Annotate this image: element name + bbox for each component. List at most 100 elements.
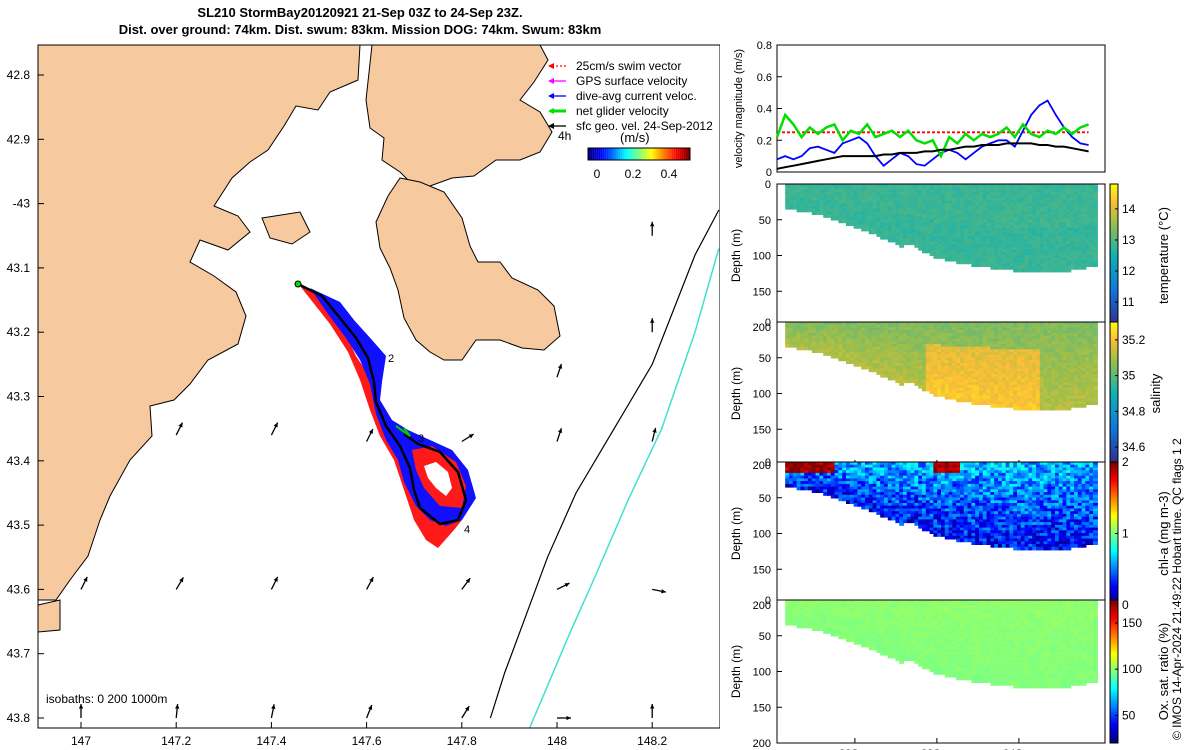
depth-tick-label: 200 [753, 460, 771, 472]
colorbar-tick-label: 13 [1122, 233, 1136, 247]
sfc-velocity-arrow [461, 705, 470, 719]
svg-text:dive-avg current veloc.: dive-avg current veloc. [576, 89, 697, 103]
depth-tick-label: 50 [759, 493, 771, 505]
map-x-tick-label: 147.4 [256, 734, 286, 748]
map-x-tick-label: 147.2 [161, 734, 191, 748]
svg-text:sfc geo. vel. 24-Sep-2012: sfc geo. vel. 24-Sep-2012 [576, 119, 713, 133]
colorbar-tick-label: 0 [1122, 598, 1129, 612]
colorbar-tick-label: 34.8 [1122, 404, 1146, 418]
colorbar-tick-label: 50 [1122, 708, 1136, 722]
sfc-velocity-arrow [366, 428, 374, 442]
colorbar-tick-label: 14 [1122, 202, 1136, 216]
depth-tick-label: 50 [759, 215, 771, 227]
map-y-tick-label: 43.4 [7, 454, 31, 468]
sfc-velocity-arrow [461, 577, 471, 590]
map-y-tick-label: 43.6 [7, 582, 31, 596]
sfc-velocity-arrow [80, 576, 88, 590]
depth-tick-label: 100 [753, 389, 771, 401]
map-x-tick-label: 147.8 [447, 734, 477, 748]
sfc-velocity-arrow [557, 715, 571, 721]
velocity-y-tick: 0 [766, 167, 772, 179]
gps-track-line [395, 425, 411, 437]
colorbar-tick-label: 35 [1122, 369, 1136, 383]
svg-text:25cm/s swim vector: 25cm/s swim vector [576, 59, 681, 73]
depth-tick-label: 0 [765, 457, 771, 469]
colorbar-tick-label: 100 [1122, 662, 1142, 676]
legend-item: GPS surface velocity [548, 74, 687, 88]
isobaths-label: isobaths: 0 200 1000m [46, 692, 167, 706]
velocity-y-tick: 0.4 [757, 104, 772, 116]
title-line-1: SL210 StormBay20120921 21-Sep 03Z to 24-… [197, 5, 523, 20]
velocity-y-tick: 0.6 [757, 72, 772, 84]
sfc-velocity-arrow [175, 577, 184, 590]
velocity-series-line [776, 99, 1089, 167]
chl-a-colorbar-label: chl-a (mg m-3) [1156, 491, 1171, 576]
depth-tick-label: 0 [765, 317, 771, 329]
map-y-tick-label: 42.9 [7, 132, 31, 146]
colorbar-tick-label: 150 [1122, 616, 1142, 630]
oxygen-colorbar: 50 100 150 Ox. sat. ratio (%) [1109, 599, 1171, 744]
chart-title: SL210 StormBay20120921 21-Sep 03Z to 24-… [0, 4, 720, 38]
legend-item: sfc geo. vel. 24-Sep-2012 [548, 119, 713, 133]
oxygen-colorbar-label: Ox. sat. ratio (%) [1156, 623, 1171, 721]
depth-tick-label: 150 [753, 564, 771, 576]
depth-tick-label: 150 [753, 702, 771, 714]
velocity-magnitude-plot: 0 0.2 0.4 0.6 0.8 velocity magnitude (m/s) [733, 40, 1106, 179]
date-tick-label: 23Sep [921, 748, 953, 750]
velocity-series-line [775, 112, 1090, 160]
isobath-1000m [528, 248, 720, 728]
oxygen-section-plot: 0 50 100 150 200 Depth (m) 50 100 150 Ox. sat. ra… [729, 595, 1171, 750]
colorbar-tick-label: 35.2 [1122, 333, 1146, 347]
sfc-velocity-arrow [652, 588, 667, 594]
map-y-tick-label: 43.2 [7, 325, 31, 339]
depth-axis-label: Depth (m) [729, 367, 743, 420]
map-y-tick-label: 43.8 [7, 711, 31, 725]
colorbar-unit-label: (m/s) [620, 130, 650, 145]
depth-tick-label: 150 [753, 286, 771, 298]
title-line-2: Dist. over ground: 74km. Dist. swum: 83k… [118, 22, 602, 37]
colorbar-tick-label: 2 [1122, 455, 1129, 469]
chl-a-section-plot: 0 50 100 150 200 Depth (m) 0 1 2 chl-a (mg m-3) [729, 455, 1171, 612]
speed-colorbar: (m/s) 0 0.2 0.4 [587, 130, 691, 181]
loop-interior [424, 462, 452, 496]
colorbar-tick-label: 0 [594, 167, 601, 181]
track-day-label: 3 [418, 433, 424, 445]
sfc-velocity-arrow [174, 704, 180, 719]
legend-note: 4h [558, 129, 571, 143]
sfc-velocity-arrow [556, 363, 563, 378]
sfc-velocity-arrow [270, 422, 279, 436]
salinity-section-plot: 0 50 100 150 200 Depth (m) 34.6 34.8 35 35.2 salin… [729, 317, 1163, 472]
colorbar-tick-label: 0.2 [625, 167, 642, 181]
depth-tick-label: 200 [753, 600, 771, 612]
colorbar-tick-label: 34.6 [1122, 440, 1146, 454]
coastline-land [38, 45, 561, 633]
net-track-line [297, 282, 468, 526]
velocity-series-line [776, 142, 1089, 170]
map-y-tick-label: 43.5 [7, 518, 31, 532]
chl-a-colorbar: 0 1 2 chl-a (mg m-3) [1109, 455, 1171, 612]
salinity-colorbar: 34.6 34.8 35 35.2 salinity [1109, 321, 1163, 466]
colorbar-tick-label: 0.4 [661, 167, 678, 181]
isobath-200m [489, 209, 720, 719]
sfc-velocity-arrow [461, 433, 475, 443]
temperature-colorbar: 11 12 13 14 temperature (°C) [1109, 183, 1171, 328]
sfc-velocity-arrow [365, 704, 373, 719]
map-x-tick-label: 147 [71, 734, 91, 748]
sfc-velocity-arrow [650, 221, 655, 236]
map-x-tick-label: 148.2 [637, 734, 667, 748]
map-y-tick-label: -43 [13, 197, 31, 211]
depth-tick-label: 100 [753, 667, 771, 679]
depth-axis-label: Depth (m) [729, 507, 743, 560]
sfc-velocity-arrow [270, 576, 279, 590]
temperature-section-plot: 0 50 100 150 200 Depth (m) 11 12 13 14 temperature… [729, 179, 1171, 334]
sfc-velocity-arrow [651, 427, 657, 442]
depth-axis-label: Depth (m) [729, 645, 743, 698]
map-y-tick-label: 42.8 [7, 68, 31, 82]
depth-tick-label: 100 [753, 251, 771, 263]
date-tick-label: 24Sep [1003, 748, 1035, 750]
depth-tick-label: 100 [753, 529, 771, 541]
salinity-colorbar-label: salinity [1148, 373, 1163, 413]
depth-tick-label: 200 [753, 322, 771, 334]
colorbar-tick-label: 12 [1122, 264, 1136, 278]
depth-tick-label: 0 [765, 595, 771, 607]
